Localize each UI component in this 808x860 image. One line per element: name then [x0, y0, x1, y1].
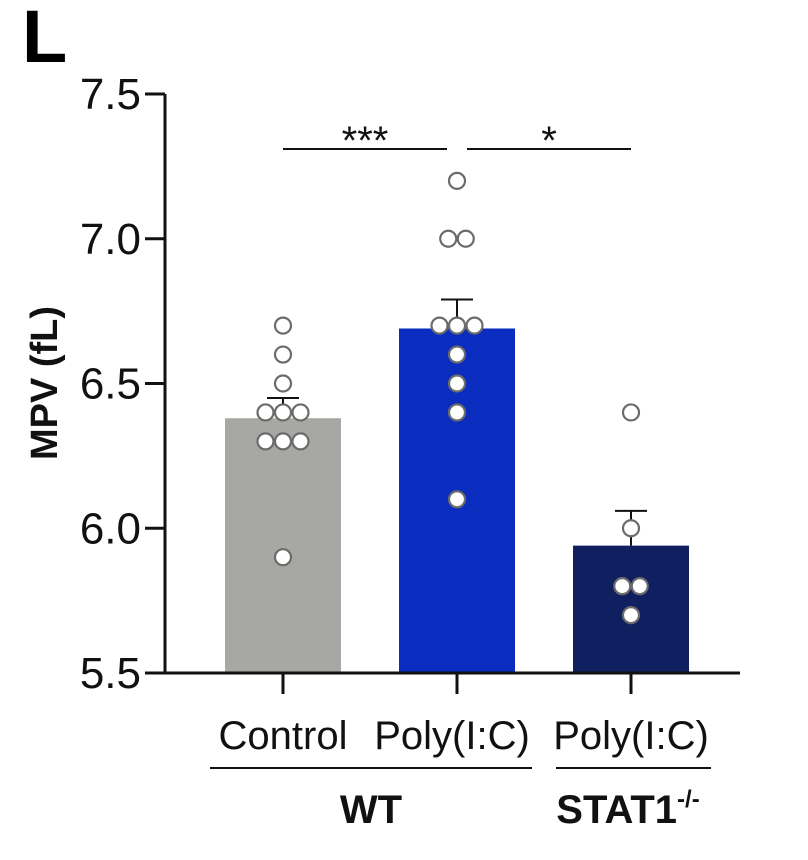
data-point: [447, 374, 467, 393]
category-label: Poly(I:C): [374, 714, 530, 758]
y-tick-label: 7.0: [80, 215, 141, 264]
y-tick-label: 5.5: [80, 649, 141, 698]
data-point: [273, 316, 293, 335]
group-label: STAT1-/-: [556, 786, 699, 832]
data-point: [621, 605, 641, 625]
axes-layer: 5.5 6.0 6.5 7.0 7.5 MPV (fL): [24, 70, 740, 698]
significance-label: *: [541, 119, 557, 163]
data-point: [465, 316, 484, 335]
data-point: [439, 229, 458, 248]
significance-layer: *** *: [283, 119, 631, 163]
data-point: [291, 432, 310, 451]
data-point: [447, 403, 467, 422]
data-point: [273, 548, 293, 567]
y-tick-label: 6.0: [80, 504, 141, 553]
bar: [225, 418, 341, 673]
y-axis-label: MPV (fL): [24, 306, 66, 460]
bars-layer: [225, 328, 689, 673]
data-point: [273, 345, 293, 364]
data-point: [456, 229, 475, 248]
data-point: [447, 490, 467, 509]
data-point: [447, 171, 467, 190]
data-point: [273, 432, 293, 451]
data-point: [613, 577, 632, 596]
points-layer: [256, 171, 649, 625]
data-point: [273, 403, 293, 422]
significance-label: ***: [342, 119, 389, 163]
data-point: [447, 345, 467, 364]
data-point: [273, 374, 293, 393]
category-label: Poly(I:C): [553, 714, 709, 758]
data-point: [291, 403, 310, 422]
data-point: [621, 519, 641, 538]
data-point: [447, 316, 467, 335]
data-point: [256, 403, 275, 422]
panel-label: L: [22, 0, 68, 78]
data-point: [430, 316, 449, 335]
category-label: Control: [219, 714, 348, 758]
labels-layer: Control Poly(I:C) Poly(I:C) WT STAT1-/-: [210, 714, 711, 832]
y-tick-label: 7.5: [80, 70, 141, 119]
data-point: [621, 403, 641, 422]
data-point: [256, 432, 275, 451]
data-point: [630, 577, 649, 596]
group-label: WT: [340, 788, 402, 832]
y-tick-label: 6.5: [80, 360, 141, 409]
